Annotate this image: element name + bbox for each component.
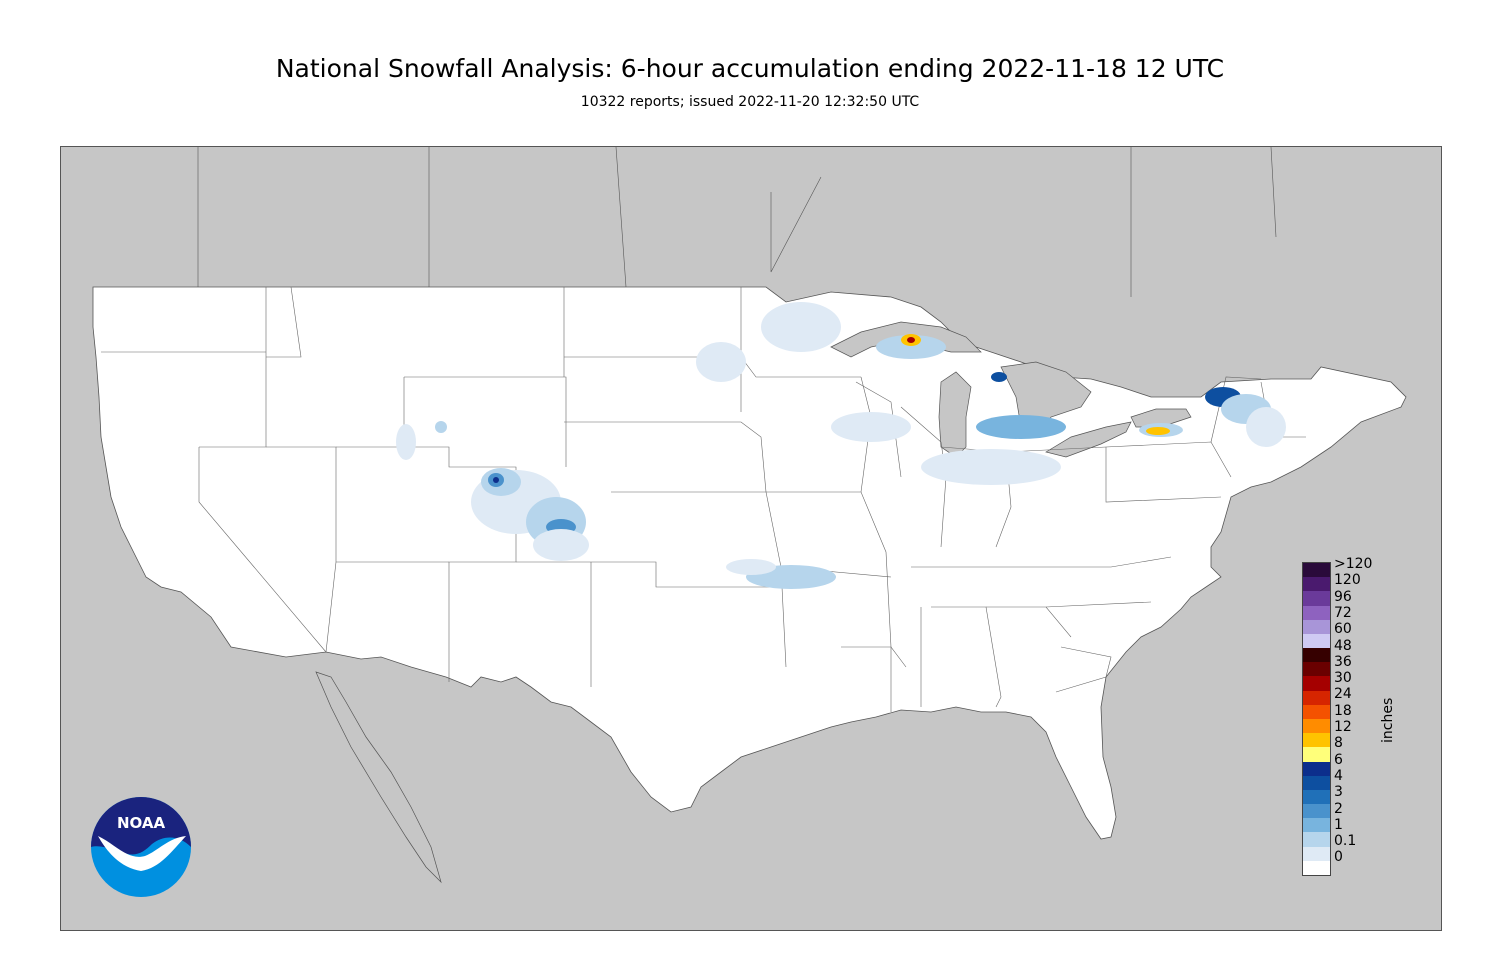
colorbar-tick-label: 72 <box>1334 604 1352 621</box>
lake-ontario <box>1130 408 1192 428</box>
colorbar-tick-label: 24 <box>1334 686 1352 703</box>
colorbar-swatch <box>1303 633 1330 649</box>
colorbar-swatch <box>1303 676 1330 691</box>
noaa-logo-text: NOAA <box>117 814 166 832</box>
colorbar-swatch <box>1303 846 1330 861</box>
colorbar-swatch <box>1303 733 1330 748</box>
lake-erie <box>1045 421 1132 458</box>
colorbar-tick-label: 1 <box>1334 816 1343 833</box>
colorbar-tick-label: 60 <box>1334 621 1352 638</box>
colorbar-tick-label: 12 <box>1334 719 1352 735</box>
colorbar-swatch <box>1303 775 1330 790</box>
colorbar-tick-label: 4 <box>1334 767 1343 784</box>
colorbar-swatch <box>1303 860 1330 875</box>
colorbar-swatch <box>1303 789 1330 805</box>
snowfall-shading <box>396 302 1286 589</box>
colorbar-tick-label: 6 <box>1334 751 1343 768</box>
colorbar-tick-label: 0.1 <box>1334 833 1357 850</box>
map-canvas <box>92 147 1407 884</box>
canada-border-lines <box>197 147 1277 297</box>
colorbar-tick-label: 18 <box>1334 702 1352 719</box>
colorbar-swatch <box>1303 662 1330 677</box>
colorbar-swatch <box>1303 704 1330 719</box>
colorbar-tick-label: 8 <box>1334 735 1343 752</box>
colorbar-units-label: inches <box>1380 697 1396 743</box>
colorbar-swatch <box>1303 690 1330 705</box>
colorbar-swatch <box>1303 832 1330 847</box>
colorbar-tick-label: >120 <box>1334 556 1373 572</box>
colorbar-tick-label: 2 <box>1334 800 1343 817</box>
colorbar-swatch <box>1303 591 1330 606</box>
noaa-logo: NOAA <box>91 797 191 897</box>
colorbar-tick-label: 96 <box>1334 588 1352 605</box>
colorbar-swatch <box>1303 747 1330 762</box>
lake-michigan <box>938 371 972 458</box>
colorbar-swatch <box>1303 804 1330 819</box>
colorbar-tick-label: 36 <box>1334 653 1352 670</box>
colorbar-swatch <box>1303 719 1330 734</box>
colorbar <box>1302 562 1331 876</box>
colorbar-swatch <box>1303 577 1330 592</box>
colorbar-tick-label: 3 <box>1334 784 1343 801</box>
baja-peninsula <box>315 671 442 884</box>
colorbar-tick-label: 30 <box>1334 670 1352 687</box>
map-subtitle: 10322 reports; issued 2022-11-20 12:32:5… <box>580 94 920 110</box>
colorbar-swatch <box>1303 563 1330 578</box>
colorbar-tick-label: 120 <box>1334 572 1361 589</box>
colorbar-tick-label: 48 <box>1334 637 1352 654</box>
colorbar-tick-label: 0 <box>1334 849 1343 866</box>
colorbar-swatch <box>1303 818 1330 833</box>
map-title: National Snowfall Analysis: 6-hour accum… <box>275 54 1225 83</box>
colorbar-swatch <box>1303 648 1330 663</box>
colorbar-swatch <box>1303 761 1330 776</box>
snowfall-map[interactable] <box>60 146 1442 931</box>
colorbar-swatch <box>1303 605 1330 620</box>
colorbar-swatch <box>1303 619 1330 634</box>
